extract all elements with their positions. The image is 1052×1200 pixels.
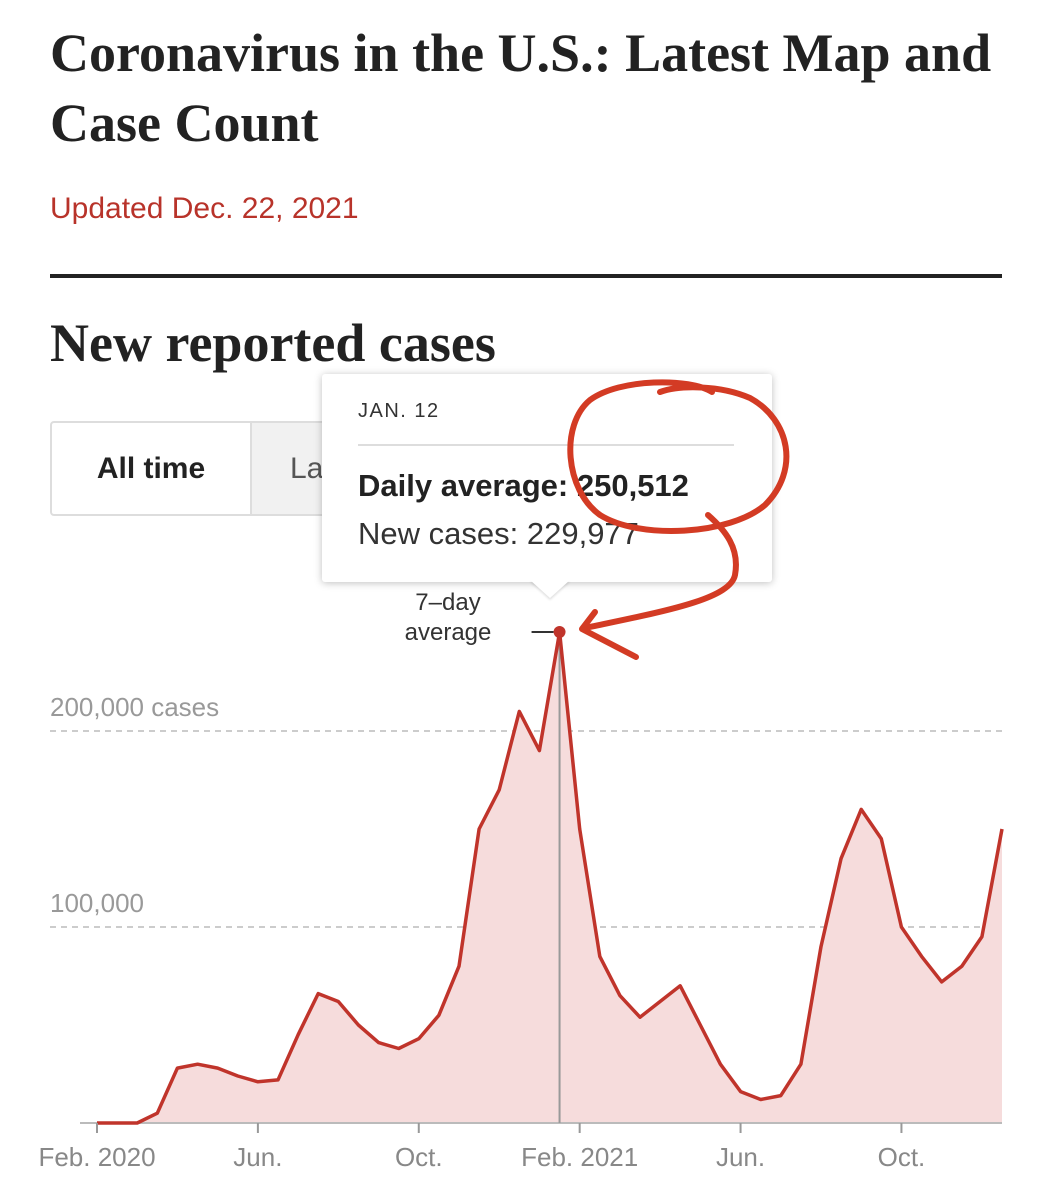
x-tick-label: Jun. xyxy=(716,1142,765,1172)
x-tick-label: Feb. 2020 xyxy=(38,1142,155,1172)
tooltip-label: Daily average: xyxy=(358,468,569,503)
x-tick-label: Oct. xyxy=(395,1142,443,1172)
tooltip-date: JAN. 12 xyxy=(358,400,440,422)
x-tick-label: Feb. 2021 xyxy=(521,1142,638,1172)
tooltip-row: Daily average: 250,512 xyxy=(358,468,689,504)
tooltip-pointer xyxy=(530,580,570,598)
tooltip-value: 250,512 xyxy=(576,468,689,503)
area-fill xyxy=(97,632,1002,1123)
y-tick-label: 100,000 xyxy=(50,888,144,918)
tooltip-label: New cases: xyxy=(358,516,519,551)
updated-date: Updated Dec. 22, 2021 xyxy=(50,192,359,225)
page-title: Coronavirus in the U.S.: Latest Map and … xyxy=(50,23,992,153)
divider xyxy=(50,274,1002,278)
x-tick-label: Jun. xyxy=(233,1142,282,1172)
tooltip: JAN. 12 Daily average: 250,512 New cases… xyxy=(322,374,772,582)
section-title: New reported cases xyxy=(50,313,496,373)
range-button[interactable]: All time xyxy=(50,421,252,516)
x-tick-label: Oct. xyxy=(878,1142,926,1172)
tooltip-value: 229,977 xyxy=(526,516,639,551)
peak-point xyxy=(553,625,566,638)
y-tick-label: 200,000 cases xyxy=(50,692,219,722)
tooltip-row: New cases: 229,977 xyxy=(358,516,639,552)
annotation: 7–day average xyxy=(404,589,492,646)
tooltip-divider xyxy=(358,444,734,446)
series-line xyxy=(97,630,1004,1125)
